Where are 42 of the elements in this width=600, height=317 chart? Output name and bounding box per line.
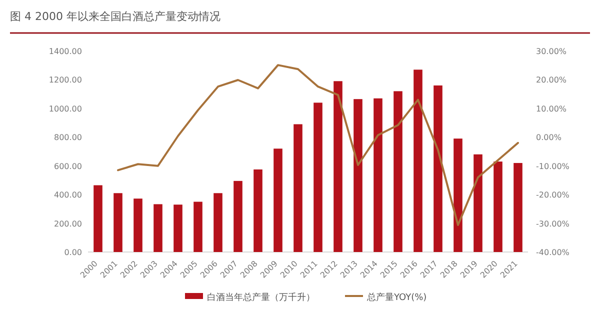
- y-tick-label: 0.00: [64, 248, 82, 257]
- y2-tick-label: 10.00%: [536, 104, 567, 114]
- bar: [254, 169, 262, 252]
- bar: [314, 102, 322, 252]
- legend-label: 总产量YOY(%): [366, 292, 427, 303]
- y2-tick-label: 0.00%: [536, 133, 562, 142]
- y-tick-label: 200.00: [54, 219, 82, 228]
- bar: [434, 85, 442, 252]
- y-tick-label: 1400.00: [48, 47, 82, 56]
- y2-tick-label: 20.00%: [536, 76, 567, 85]
- y2-tick-label: 30.00%: [536, 47, 567, 56]
- legend-label: 白酒当年总产量（万千升）: [207, 292, 315, 303]
- bar: [374, 98, 382, 252]
- chart-title: 图 4 2000 年以来全国白酒总产量变动情况: [10, 10, 220, 23]
- bar: [234, 180, 242, 252]
- y2-tick-label: -30.00%: [536, 219, 570, 228]
- bar: [214, 193, 222, 252]
- y-tick-label: 600.00: [54, 162, 82, 171]
- bar: [114, 193, 122, 252]
- y2-tick-label: -20.00%: [536, 190, 570, 200]
- y2-tick-label: -40.00%: [536, 248, 570, 257]
- y-tick-label: 1200.00: [48, 76, 82, 85]
- bar: [394, 91, 402, 252]
- bar: [474, 154, 482, 252]
- y2-tick-label: -10.00%: [536, 162, 570, 171]
- bar: [514, 162, 522, 252]
- bar: [174, 204, 182, 252]
- bar: [414, 70, 422, 252]
- y-tick-label: 1000.00: [48, 104, 82, 114]
- y-tick-label: 800.00: [54, 133, 82, 142]
- bar: [454, 138, 462, 252]
- bar: [274, 148, 282, 252]
- bar: [134, 198, 142, 252]
- bar: [194, 202, 202, 252]
- y-tick-label: 400.00: [54, 190, 82, 200]
- bar: [154, 204, 162, 252]
- bar: [94, 185, 102, 252]
- bar: [334, 81, 342, 252]
- bar: [294, 124, 302, 252]
- bar: [494, 162, 502, 252]
- bar: [354, 99, 362, 252]
- line-series: [117, 64, 519, 226]
